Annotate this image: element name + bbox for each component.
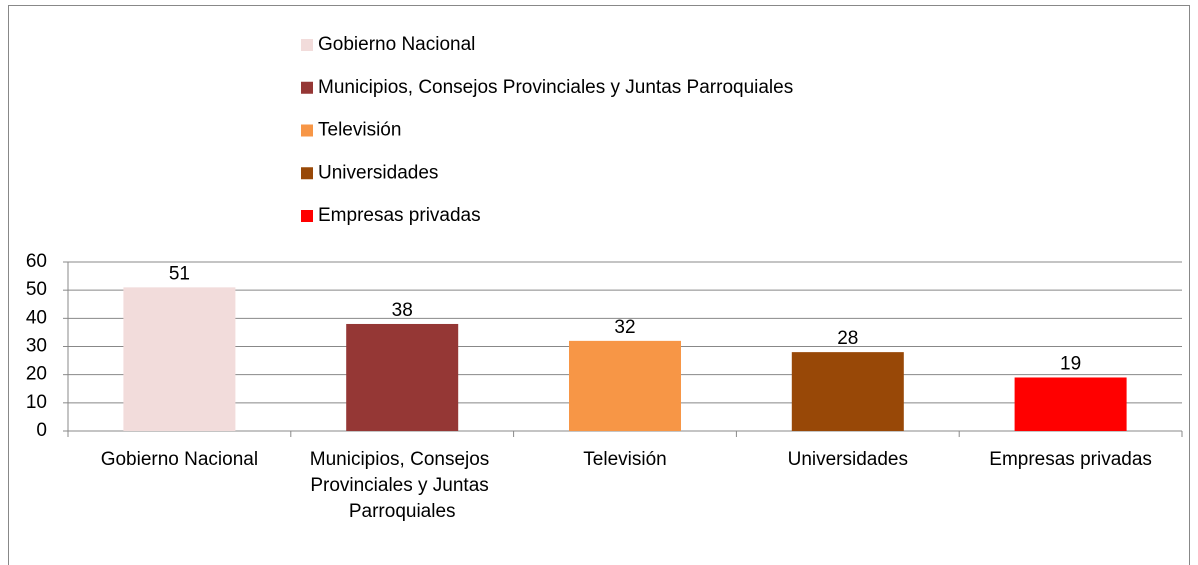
bar bbox=[569, 340, 681, 431]
x-tick-label: Televisión bbox=[583, 449, 666, 470]
legend-label: Universidades bbox=[318, 162, 438, 183]
data-label: 32 bbox=[614, 317, 635, 338]
data-label: 28 bbox=[837, 328, 858, 349]
data-label: 38 bbox=[392, 300, 413, 321]
chart-frame bbox=[8, 5, 1190, 565]
legend-label: Municipios, Consejos Provinciales y Junt… bbox=[318, 77, 793, 98]
legend-swatch bbox=[301, 124, 313, 137]
bar bbox=[346, 323, 459, 431]
legend-swatch bbox=[301, 39, 313, 51]
bar bbox=[1014, 377, 1127, 431]
y-tick-label: 10 bbox=[26, 392, 47, 413]
y-tick-label: 20 bbox=[26, 364, 47, 385]
x-tick-label: Municipios, Consejos Provinciales y Junt… bbox=[310, 449, 495, 522]
data-label: 51 bbox=[169, 263, 190, 284]
legend-label: Televisión bbox=[318, 120, 401, 141]
bar bbox=[791, 352, 904, 431]
y-tick-label: 30 bbox=[26, 336, 47, 357]
legend-label: Empresas privadas bbox=[318, 205, 481, 226]
x-tick-label: Universidades bbox=[788, 449, 908, 470]
legend-swatch bbox=[301, 81, 313, 94]
data-label: 19 bbox=[1060, 353, 1081, 374]
x-tick-label: Empresas privadas bbox=[989, 449, 1152, 470]
legend-swatch bbox=[301, 167, 313, 180]
y-tick-label: 50 bbox=[26, 279, 47, 300]
legend-label: Gobierno Nacional bbox=[318, 34, 475, 55]
y-tick-label: 0 bbox=[36, 420, 47, 441]
y-tick-label: 40 bbox=[26, 307, 47, 328]
x-tick-label: Gobierno Nacional bbox=[101, 449, 258, 470]
bar bbox=[123, 287, 236, 431]
y-tick-label: 60 bbox=[26, 251, 47, 272]
legend-swatch bbox=[301, 210, 313, 222]
